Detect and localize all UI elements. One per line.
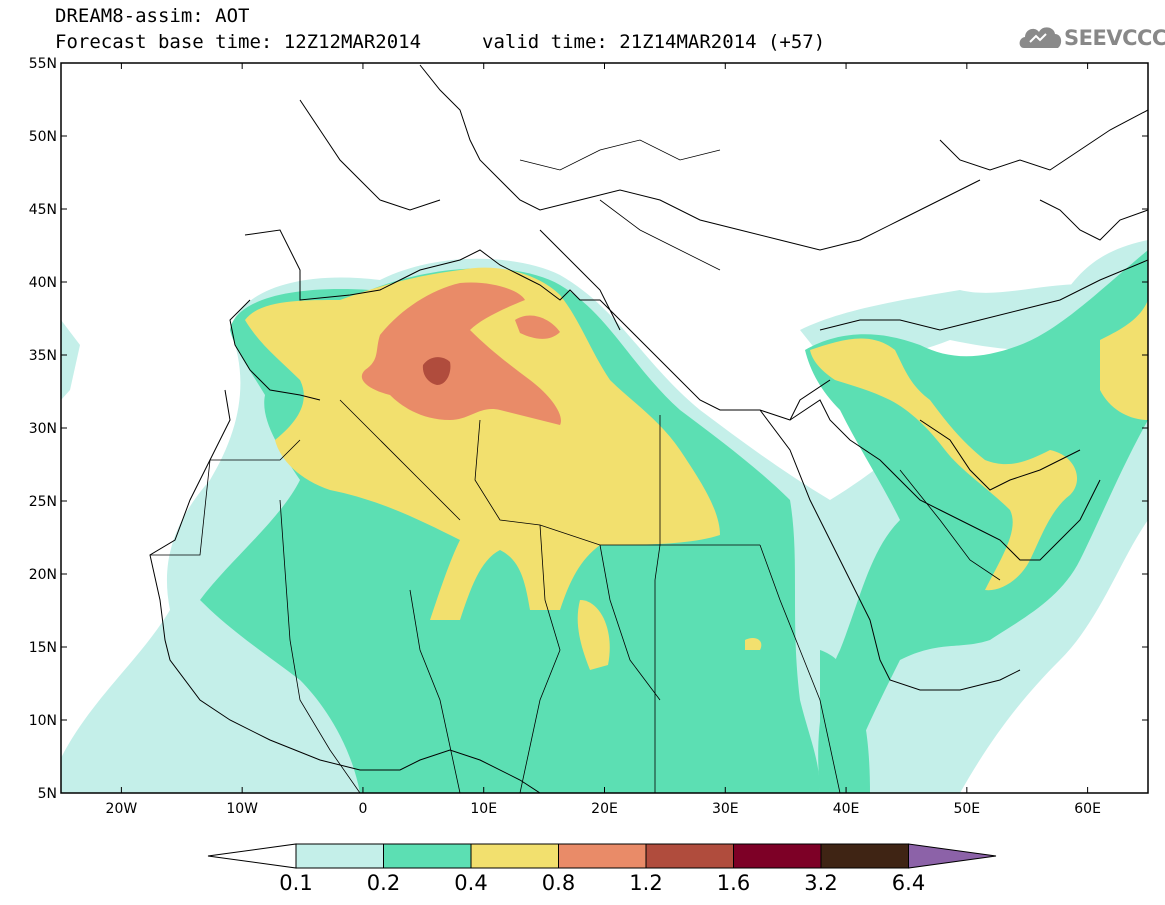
colorbar: 0.1 0.2 0.4 0.8 1.2 1.6 3.2 6.4 bbox=[207, 843, 997, 895]
lat-tick-label: 25N bbox=[29, 494, 57, 510]
lon-tick-label: 40E bbox=[833, 801, 860, 817]
colorbar-label: 0.1 bbox=[279, 871, 312, 895]
colorbar-above-arrow bbox=[908, 843, 997, 869]
logo-text: SEEVCCC bbox=[1064, 26, 1165, 50]
colorbar-label: 3.2 bbox=[804, 871, 837, 895]
lat-tick-label: 55N bbox=[29, 56, 57, 72]
lat-tick-label: 20N bbox=[29, 567, 57, 583]
aot-fields bbox=[61, 240, 1148, 793]
lon-tick-label: 20W bbox=[106, 801, 138, 817]
colorbar-swatch bbox=[820, 843, 909, 869]
seevccc-cloud-logo-icon bbox=[1019, 27, 1062, 48]
map-title: DREAM8-assim: AOT bbox=[55, 5, 250, 27]
lon-tick-label: 10E bbox=[470, 801, 497, 817]
lat-tick-label: 50N bbox=[29, 129, 57, 145]
lon-tick-label: 20E bbox=[591, 801, 618, 817]
colorbar-label: 0.4 bbox=[454, 871, 487, 895]
lon-tick-label: 50E bbox=[953, 801, 980, 817]
lat-tick-label: 10N bbox=[29, 713, 57, 729]
colorbar-swatch bbox=[295, 843, 384, 869]
longitude-axis: 20W 10W 0 10E 20E 30E 40E 50E 60E bbox=[106, 63, 1101, 817]
lon-tick-label: 0 bbox=[358, 801, 367, 817]
valid-time: valid time: 21Z14MAR2014 (+57) bbox=[482, 31, 826, 53]
country-borders bbox=[150, 139, 1001, 793]
colorbar-label: 1.6 bbox=[717, 871, 750, 895]
aot-level-0.8 bbox=[361, 282, 561, 425]
colorbar-label: 1.2 bbox=[629, 871, 662, 895]
colorbar-swatch bbox=[558, 843, 647, 869]
colorbar-swatch bbox=[733, 843, 822, 869]
aot-level-1.2 bbox=[422, 357, 451, 385]
colorbar-label: 6.4 bbox=[892, 871, 925, 895]
colorbar-label: 0.2 bbox=[367, 871, 400, 895]
forecast-base-time: Forecast base time: 12Z12MAR2014 bbox=[55, 31, 422, 53]
colorbar-swatch bbox=[645, 843, 734, 869]
lat-tick-label: 35N bbox=[29, 348, 57, 364]
colorbar-label: 0.8 bbox=[542, 871, 575, 895]
lon-tick-label: 10W bbox=[226, 801, 258, 817]
lat-tick-label: 5N bbox=[38, 786, 57, 802]
coastlines bbox=[149, 64, 1148, 793]
lat-tick-label: 30N bbox=[29, 421, 57, 437]
lon-tick-label: 30E bbox=[712, 801, 739, 817]
lat-tick-label: 40N bbox=[29, 275, 57, 291]
lat-tick-label: 15N bbox=[29, 640, 57, 656]
colorbar-swatch bbox=[470, 843, 559, 869]
colorbar-swatch bbox=[383, 843, 472, 869]
colorbar-below-arrow bbox=[207, 843, 297, 869]
lat-tick-label: 45N bbox=[29, 202, 57, 218]
latitude-axis: 55N 50N 45N 40N 35N 30N 25N 20N 15N 10N 5N bbox=[29, 56, 1148, 802]
aot-level-0.4 bbox=[245, 267, 1148, 670]
lon-tick-label: 60E bbox=[1074, 801, 1101, 817]
